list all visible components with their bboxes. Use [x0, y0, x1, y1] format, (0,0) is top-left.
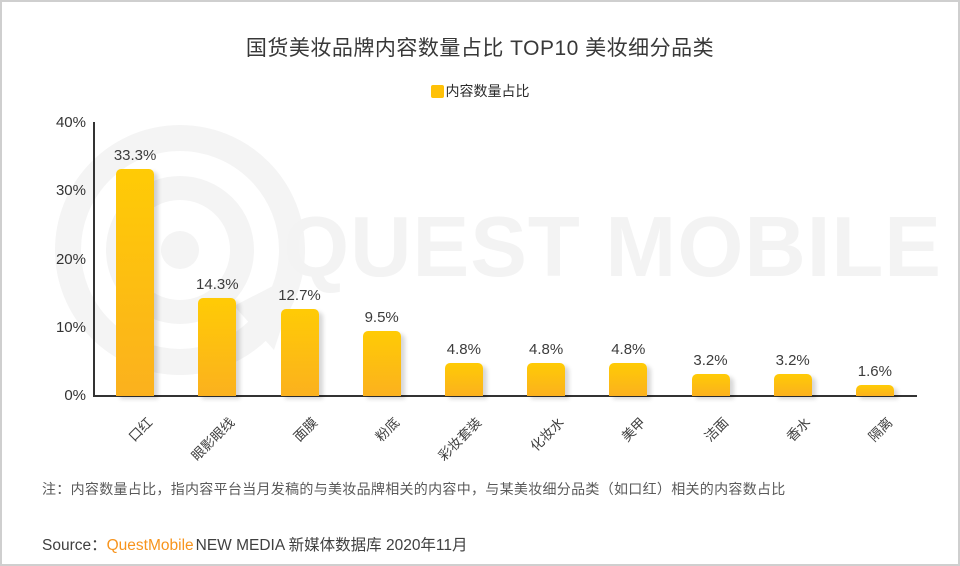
questmobile-text-watermark: QUEST MOBILE: [283, 200, 942, 295]
bar-value-label: 3.2%: [693, 352, 728, 370]
source-brand: QuestMobile: [106, 537, 194, 554]
x-axis-line: [93, 395, 917, 397]
bar-value-label: 9.5%: [364, 309, 399, 327]
bar-value-label: 1.6%: [857, 363, 892, 381]
bar-value-label: 4.8%: [611, 341, 646, 359]
legend-swatch-icon: [430, 84, 444, 98]
bar: [527, 363, 566, 396]
source-suffix: NEW MEDIA 新媒体数据库 2020年11月: [195, 537, 468, 554]
bar-value-label: 3.2%: [775, 352, 810, 370]
category-label: 香水: [783, 414, 814, 445]
y-tick-label: 20%: [55, 250, 86, 268]
bar-value-label: 4.8%: [446, 341, 481, 359]
y-tick-label: 10%: [55, 318, 86, 336]
bar: [362, 331, 401, 396]
category-label: 彩妆套装: [435, 414, 485, 464]
source-line: Source：QuestMobile NEW MEDIA 新媒体数据库 2020年…: [42, 533, 468, 555]
bar: [198, 298, 237, 396]
bar: [609, 363, 648, 396]
category-label: 口红: [125, 414, 156, 445]
category-label: 美甲: [619, 414, 649, 445]
y-axis-line: [93, 122, 95, 397]
bar-value-label: 4.8%: [528, 341, 564, 359]
bar: [855, 385, 894, 396]
source-prefix: Source：: [42, 537, 107, 554]
category-label: 粉底: [372, 414, 403, 445]
legend-label: 内容数量占比: [445, 83, 530, 99]
bar-value-label: 14.3%: [196, 276, 239, 294]
bar: [773, 374, 812, 396]
bar: [691, 374, 730, 396]
category-label: 面膜: [290, 414, 320, 445]
bar: [444, 363, 483, 396]
bar: [116, 168, 155, 396]
y-tick-label: 0%: [64, 387, 86, 404]
chart-title: 国货美妆品牌内容数量占比 TOP10 美妆细分品类: [245, 37, 715, 60]
bar: [280, 309, 319, 396]
category-label: 洁面: [701, 414, 731, 445]
category-label: 化妆水: [527, 414, 567, 455]
legend: 内容数量占比: [2, 81, 958, 101]
bar-value-label: 12.7%: [278, 287, 321, 305]
y-tick-label: 40%: [55, 114, 86, 131]
bar-value-label: 33.3%: [113, 146, 157, 164]
category-label: 隔离: [865, 414, 896, 445]
y-tick-label: 30%: [55, 182, 86, 200]
footnote: 注：内容数量占比，指内容平台当月发稿的与美妆品牌相关的内容中，与某美妆细分品类（…: [42, 481, 786, 497]
category-label: 眼影眼线: [188, 414, 238, 464]
